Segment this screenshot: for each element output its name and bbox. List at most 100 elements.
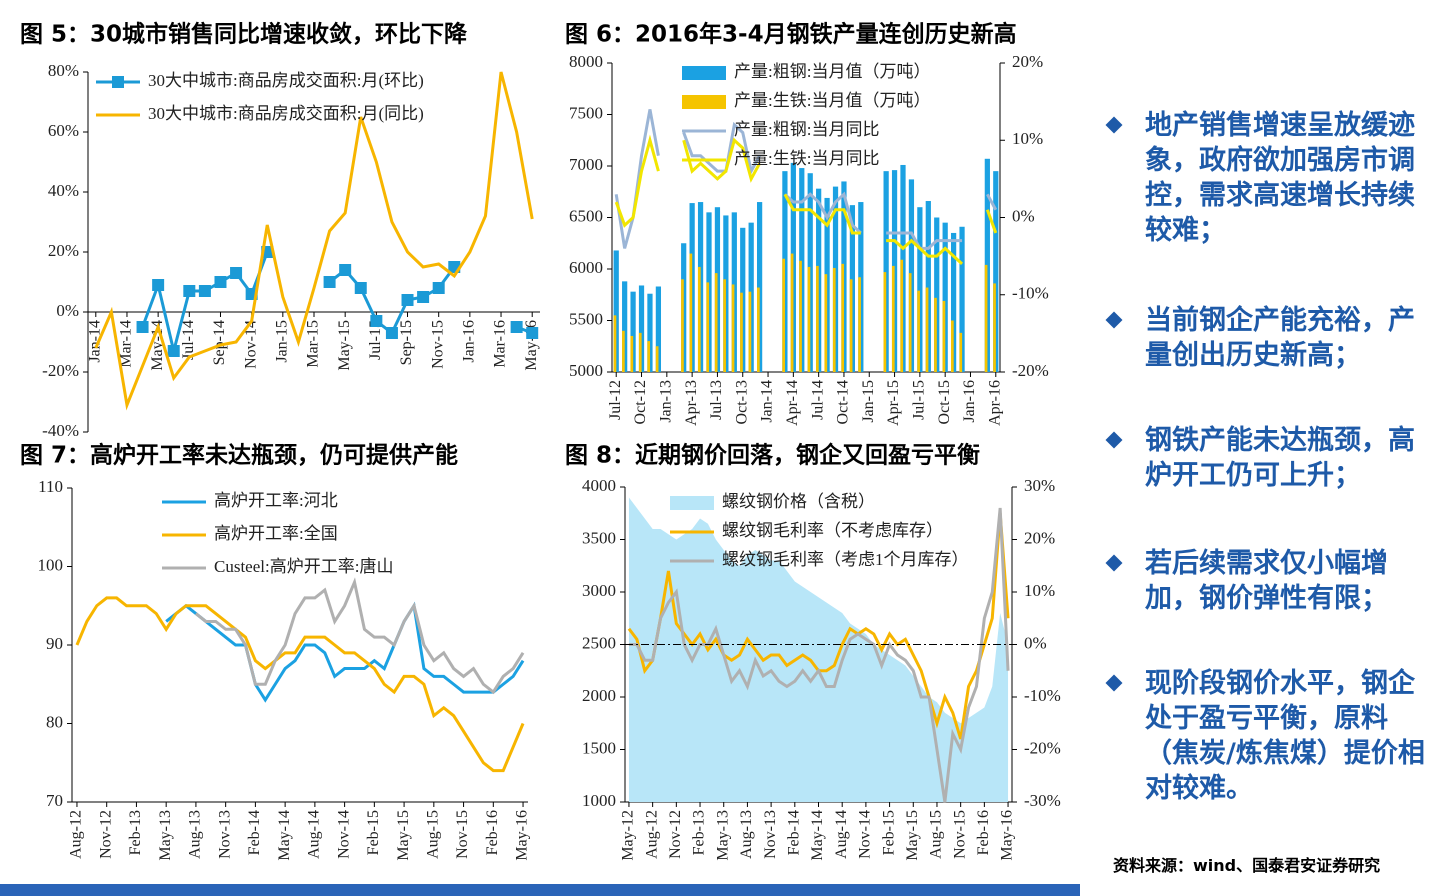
chart-title: 图 8：近期钢价回落，钢企又回盈亏平衡 <box>565 442 980 469</box>
bar <box>697 266 701 372</box>
bullet-text: 现阶段钢价水平，钢企处于盈亏平衡，原料（焦炭/炼焦煤）提价相对较难。 <box>1145 668 1425 804</box>
marker <box>339 264 352 276</box>
x-tick-label: Nov-14 <box>857 810 874 859</box>
x-tick-label: May-14 <box>149 320 166 371</box>
bar <box>925 287 929 372</box>
x-tick-label: Aug-12 <box>643 810 660 859</box>
x-tick-label: Mar-15 <box>305 320 322 368</box>
y-tick-label: 3500 <box>582 528 616 547</box>
x-tick-label: Feb-14 <box>785 810 802 855</box>
area <box>628 497 1009 802</box>
marker <box>198 285 211 297</box>
y-tick-label: 90 <box>46 634 63 653</box>
x-tick-label: Apr-16 <box>986 380 1003 426</box>
y-tick-label: 7000 <box>569 155 603 174</box>
x-tick-label: Aug-13 <box>187 810 204 859</box>
legend-label: Custeel:高炉开工率:唐山 <box>214 556 393 576</box>
y2-tick-label: 10% <box>1024 581 1055 600</box>
y-tick-label: 2000 <box>582 686 616 705</box>
x-tick-label: Nov-15 <box>951 810 968 859</box>
x-tick-label: Aug-14 <box>306 810 323 859</box>
y2-tick-label: 20% <box>1024 528 1055 547</box>
x-tick-label: Apr-13 <box>683 380 700 426</box>
x-tick-label: May-16 <box>514 810 531 861</box>
line <box>682 137 761 183</box>
bar <box>630 335 634 372</box>
y-tick-label: 1000 <box>582 791 616 810</box>
x-tick-label: May-13 <box>157 810 174 861</box>
legend-label: 高炉开工率:全国 <box>214 524 338 543</box>
x-tick-label: May-16 <box>999 810 1016 861</box>
x-tick-label: Jan-14 <box>86 320 103 363</box>
bar <box>816 265 819 372</box>
legend-label: 30大中城市:商品房成交面积:月(环比) <box>148 71 424 90</box>
line <box>783 191 862 235</box>
x-tick-label: Jul-13 <box>708 380 725 420</box>
legend-swatch <box>682 95 726 109</box>
bar <box>900 259 904 372</box>
x-tick-label: Aug-15 <box>424 810 441 859</box>
bar <box>959 332 963 372</box>
bar <box>993 283 996 372</box>
legend-label: 产量:生铁:当月值（万吨） <box>734 91 930 110</box>
bar <box>756 202 763 372</box>
x-tick-label: Jul-14 <box>180 320 197 360</box>
line <box>628 507 1010 803</box>
bar <box>849 279 853 372</box>
bar <box>858 277 861 372</box>
bar <box>782 258 785 372</box>
x-tick-label: May-15 <box>395 810 412 861</box>
x-tick-label: Oct-12 <box>632 380 649 424</box>
marker <box>167 345 180 357</box>
bar <box>942 222 948 372</box>
bar <box>959 226 965 372</box>
x-tick-label: Nov-14 <box>242 320 259 369</box>
y-tick-label: 1500 <box>582 738 616 757</box>
y-tick-label: 6000 <box>569 258 603 277</box>
x-tick-label: Jul-15 <box>911 380 928 420</box>
bar <box>714 273 718 372</box>
bar <box>731 284 735 372</box>
bar <box>950 320 954 372</box>
bar <box>630 291 636 372</box>
bar <box>622 330 625 372</box>
bar <box>883 272 887 372</box>
x-tick-label: Feb-15 <box>880 810 897 855</box>
x-tick-label: Feb-15 <box>365 810 382 855</box>
y-tick-label: 80 <box>46 712 63 731</box>
y2-tick-label: 20% <box>1012 52 1043 71</box>
line <box>614 134 660 228</box>
bullet-text: 地产销售增速呈放缓迹象，政府欲加强房市调控，需求高速增长持续较难； <box>1145 110 1415 246</box>
x-tick-label: Jul-12 <box>607 380 624 420</box>
bar <box>613 250 619 372</box>
x-tick-label: Jan-16 <box>961 380 978 423</box>
x-tick-label: Nov-13 <box>216 810 233 859</box>
bar <box>883 171 889 372</box>
x-tick-label: Jul-15 <box>367 320 384 360</box>
bullet: 当前钢企产能充裕，产量创出历史新高； <box>1105 303 1430 373</box>
line <box>94 71 534 411</box>
x-tick-label: Jan-16 <box>461 320 478 363</box>
legend-label: 产量:粗钢:当月同比 <box>734 120 879 139</box>
y-tick-label: 4000 <box>582 476 616 495</box>
x-tick-label: May-13 <box>714 810 731 861</box>
y-tick-label: 100 <box>38 555 64 574</box>
line <box>165 601 525 703</box>
bar <box>891 265 895 372</box>
bar <box>748 291 752 372</box>
marker <box>526 327 539 339</box>
bar <box>647 293 653 372</box>
marker <box>183 285 196 297</box>
x-tick-label: Nov-12 <box>97 810 114 859</box>
bar <box>824 274 828 372</box>
legend-label: 螺纹钢毛利率（不考虑库存） <box>722 521 943 540</box>
y-tick-label: 6500 <box>569 206 603 225</box>
legend-swatch <box>682 66 726 80</box>
source: 资料来源：wind、国泰君安证券研究 <box>1113 856 1381 875</box>
x-tick-label: Oct-13 <box>733 380 750 424</box>
x-tick-label: Jan-15 <box>860 380 877 423</box>
bar <box>984 264 988 372</box>
line <box>614 109 660 249</box>
bar <box>799 260 802 372</box>
